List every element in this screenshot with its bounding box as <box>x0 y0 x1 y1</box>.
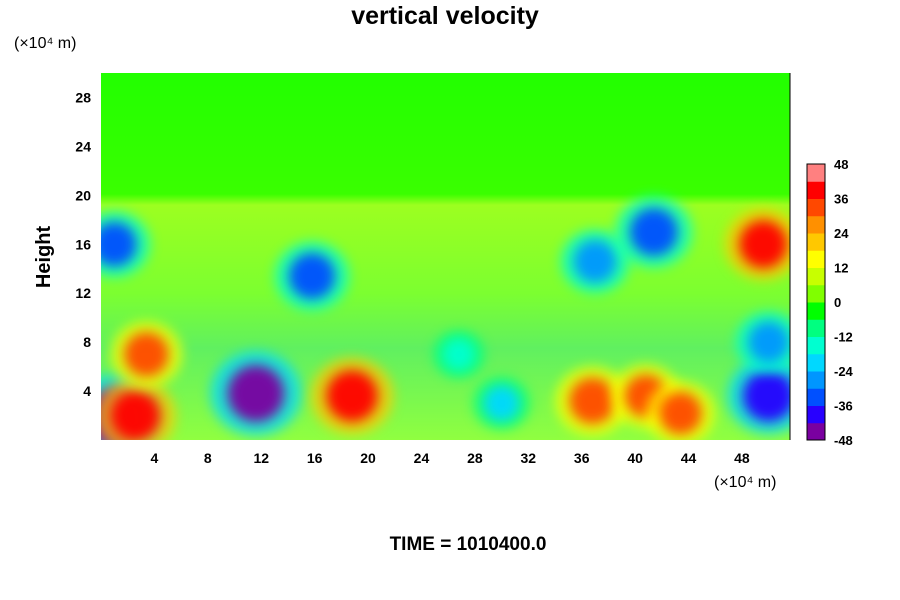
x-tick-label: 24 <box>414 450 430 466</box>
colorbar-segment <box>807 284 825 303</box>
colorbar-tick-label: -12 <box>834 330 853 345</box>
colorbar-segment <box>807 198 825 217</box>
x-tick-label: 8 <box>204 450 212 466</box>
colorbar-segment <box>807 405 825 424</box>
colorbar-segment <box>807 215 825 234</box>
colorbar-segment <box>807 250 825 268</box>
colorbar-tick-label: 48 <box>834 157 848 172</box>
colorbar-tick-label: 0 <box>834 295 841 310</box>
velocity-feature <box>111 390 161 440</box>
x-tick-label: 40 <box>627 450 643 466</box>
velocity-feature <box>573 240 617 283</box>
colorbar-tick-label: 36 <box>834 192 848 207</box>
velocity-feature <box>739 220 788 269</box>
x-axis-unit: (×10⁴ m) <box>714 474 776 491</box>
plot-area <box>101 73 791 440</box>
velocity-feature <box>326 370 378 422</box>
colorbar-segment <box>807 164 825 182</box>
x-tick-label: 28 <box>467 450 483 466</box>
velocity-feature <box>659 391 702 435</box>
chart-title: vertical velocity <box>351 2 539 30</box>
velocity-feature <box>227 365 285 422</box>
velocity-features <box>101 196 790 440</box>
x-tick-label: 4 <box>151 450 159 466</box>
velocity-feature <box>124 332 169 377</box>
colorbar-tick-label: 24 <box>834 226 849 241</box>
velocity-feature <box>743 370 790 422</box>
velocity-feature <box>101 222 137 267</box>
velocity-feature <box>569 377 616 424</box>
colorbar-segment <box>807 353 825 372</box>
y-tick-label: 16 <box>75 236 91 252</box>
velocity-feature <box>629 208 678 256</box>
x-tick-label: 16 <box>307 450 323 466</box>
y-tick-label: 8 <box>83 334 91 350</box>
velocity-feature <box>483 385 520 421</box>
colorbar-segment <box>807 371 825 389</box>
x-tick-label: 48 <box>734 450 750 466</box>
x-tick-label: 32 <box>520 450 536 466</box>
colorbar-segment <box>807 233 825 251</box>
y-axis-unit: (×10⁴ m) <box>14 35 76 52</box>
colorbar-ticks: 48 36 24 12 0 -12 -24 -36 -48 <box>834 157 854 448</box>
velocity-feature <box>442 338 475 371</box>
y-tick-label: 12 <box>75 285 91 301</box>
y-axis-label: Height <box>33 226 55 289</box>
y-tick-label: 4 <box>83 383 91 399</box>
x-axis-ticks: 4 8 12 16 20 24 28 32 36 40 44 48 <box>151 450 750 466</box>
x-tick-label: 36 <box>574 450 590 466</box>
colorbar-border <box>806 163 826 441</box>
colorbar-tick-label: -24 <box>834 364 854 379</box>
colorbar-segment <box>807 319 825 337</box>
colorbar-segment <box>807 388 825 406</box>
colorbar-segment <box>807 422 825 441</box>
colorbar-segments <box>807 164 825 441</box>
velocity-feature <box>748 321 789 363</box>
time-label: TIME = 1010400.0 <box>390 534 547 555</box>
y-tick-label: 24 <box>75 138 91 154</box>
x-tick-label: 44 <box>681 450 697 466</box>
colorbar-tick-label: 12 <box>834 261 848 276</box>
y-axis-ticks: 4 8 12 16 20 24 28 <box>75 89 91 399</box>
colorbar-tick-label: -36 <box>834 399 853 414</box>
colorbar-segment <box>807 181 825 199</box>
x-tick-label: 12 <box>253 450 269 466</box>
x-tick-label: 20 <box>360 450 376 466</box>
velocity-feature <box>289 253 335 300</box>
colorbar-segment <box>807 302 825 320</box>
colorbar-segment <box>807 336 825 355</box>
y-tick-label: 28 <box>75 89 91 105</box>
colorbar-segment <box>807 267 825 286</box>
colorbar-tick-label: -48 <box>834 433 853 448</box>
colorbar: 48 36 24 12 0 -12 -24 -36 -48 <box>806 157 854 448</box>
y-tick-label: 20 <box>75 187 91 203</box>
